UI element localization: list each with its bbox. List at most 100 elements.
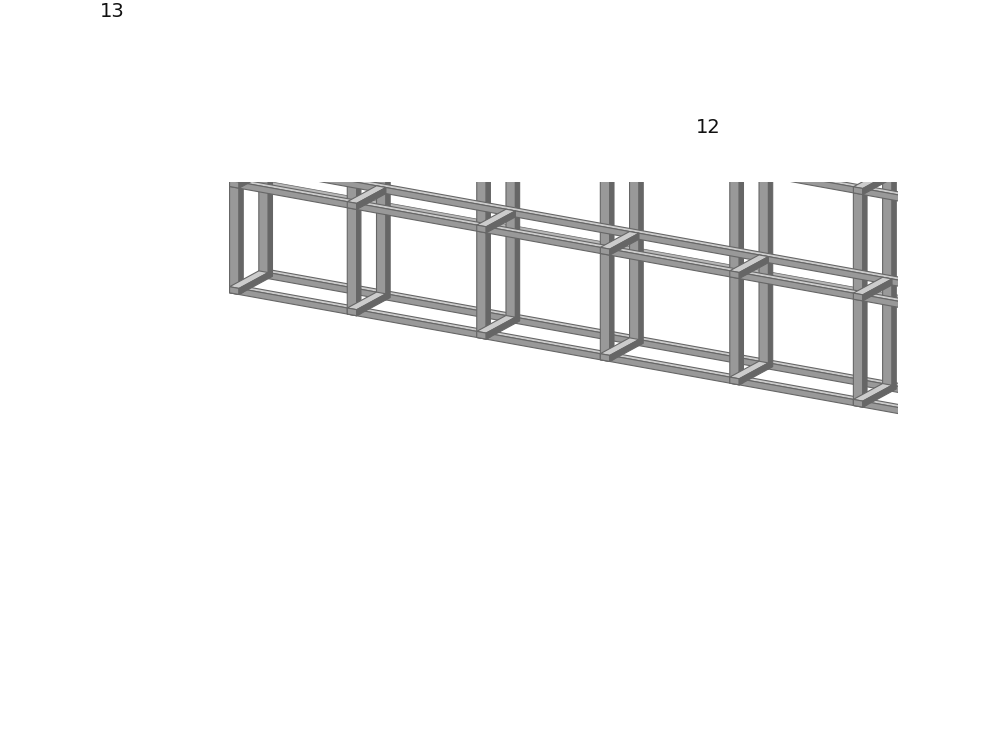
Polygon shape [309, 61, 319, 64]
Polygon shape [230, 56, 357, 91]
Polygon shape [297, 69, 306, 71]
Polygon shape [863, 279, 892, 301]
Polygon shape [259, 268, 946, 394]
Polygon shape [739, 256, 768, 278]
Polygon shape [600, 141, 610, 361]
Polygon shape [853, 399, 863, 407]
Polygon shape [300, 64, 316, 68]
Polygon shape [730, 377, 739, 385]
Polygon shape [230, 72, 243, 76]
Polygon shape [853, 293, 863, 301]
Polygon shape [259, 44, 290, 50]
Polygon shape [259, 163, 946, 288]
Polygon shape [912, 410, 922, 418]
Polygon shape [477, 116, 490, 120]
Polygon shape [259, 56, 272, 60]
Polygon shape [477, 209, 515, 227]
Polygon shape [386, 79, 390, 300]
Polygon shape [347, 186, 386, 203]
Polygon shape [941, 392, 946, 400]
Polygon shape [239, 176, 347, 202]
Polygon shape [600, 247, 610, 256]
Polygon shape [941, 286, 946, 294]
Polygon shape [739, 164, 743, 385]
Polygon shape [892, 170, 896, 392]
Polygon shape [247, 46, 288, 56]
Polygon shape [239, 273, 268, 295]
Polygon shape [477, 315, 515, 333]
Polygon shape [912, 197, 922, 205]
Polygon shape [739, 363, 768, 385]
Polygon shape [259, 58, 941, 187]
Polygon shape [853, 171, 892, 188]
Polygon shape [863, 186, 867, 407]
Polygon shape [486, 118, 490, 339]
Text: 12: 12 [696, 118, 720, 137]
Polygon shape [161, 25, 202, 35]
Polygon shape [230, 74, 912, 203]
Polygon shape [173, 23, 203, 29]
Polygon shape [168, 21, 209, 30]
Polygon shape [288, 57, 298, 60]
Polygon shape [730, 149, 768, 166]
Polygon shape [230, 165, 268, 182]
Polygon shape [239, 73, 243, 295]
Polygon shape [730, 163, 743, 166]
Polygon shape [477, 225, 486, 233]
Polygon shape [230, 287, 912, 416]
Polygon shape [239, 166, 268, 188]
Polygon shape [377, 79, 386, 300]
Polygon shape [264, 53, 280, 57]
Polygon shape [912, 288, 951, 305]
Polygon shape [486, 211, 515, 233]
Polygon shape [153, 29, 194, 39]
Polygon shape [912, 181, 951, 199]
Polygon shape [237, 62, 307, 86]
Polygon shape [303, 65, 313, 68]
Polygon shape [600, 139, 614, 143]
Polygon shape [259, 58, 268, 279]
Polygon shape [212, 35, 242, 42]
Polygon shape [239, 60, 268, 82]
Polygon shape [279, 60, 295, 64]
Polygon shape [486, 318, 515, 339]
Polygon shape [853, 383, 892, 401]
Polygon shape [853, 187, 863, 407]
Polygon shape [477, 119, 486, 339]
Polygon shape [600, 125, 639, 143]
Polygon shape [739, 150, 768, 172]
Polygon shape [730, 361, 768, 379]
Polygon shape [347, 308, 357, 316]
Polygon shape [347, 95, 357, 103]
Polygon shape [853, 184, 867, 188]
Polygon shape [254, 60, 264, 64]
Polygon shape [600, 354, 610, 361]
Polygon shape [951, 181, 955, 402]
Polygon shape [259, 56, 946, 181]
Polygon shape [230, 72, 916, 197]
Polygon shape [347, 93, 361, 97]
Polygon shape [357, 197, 477, 225]
Polygon shape [230, 74, 239, 82]
Polygon shape [610, 243, 730, 271]
Polygon shape [477, 103, 515, 120]
Polygon shape [276, 64, 285, 67]
Polygon shape [307, 60, 323, 65]
Polygon shape [237, 50, 328, 74]
Polygon shape [230, 287, 239, 295]
Polygon shape [912, 195, 916, 203]
Polygon shape [252, 48, 282, 54]
Polygon shape [259, 165, 941, 294]
Polygon shape [515, 102, 520, 324]
Polygon shape [282, 61, 292, 64]
Polygon shape [922, 396, 951, 418]
Polygon shape [863, 289, 912, 304]
Polygon shape [230, 181, 239, 188]
Polygon shape [261, 57, 270, 60]
Polygon shape [230, 58, 268, 76]
Polygon shape [639, 125, 643, 345]
Polygon shape [486, 104, 515, 126]
Polygon shape [610, 233, 639, 256]
Polygon shape [230, 74, 239, 295]
Polygon shape [600, 231, 639, 249]
